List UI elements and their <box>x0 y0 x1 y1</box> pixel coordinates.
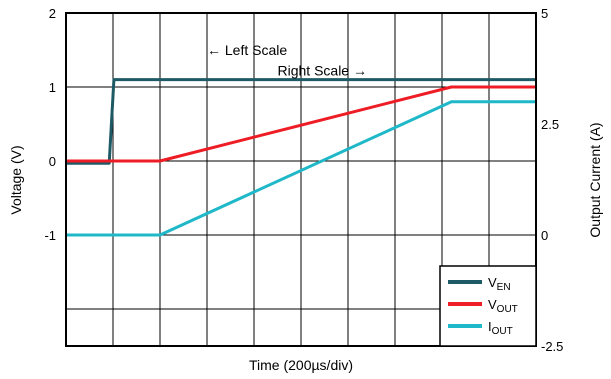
left-tick-label: 2 <box>49 6 56 21</box>
legend: VEN VOUT IOUT <box>439 265 537 347</box>
series-line-vout <box>66 85 536 163</box>
legend-label: IOUT <box>488 319 513 337</box>
right-tick-label: -2.5 <box>541 339 563 354</box>
left-tick-labels: 2 1 0 -1 <box>44 6 56 243</box>
annotation-text: ← Left Scale <box>207 42 287 58</box>
series-line-iout <box>66 100 536 237</box>
right-tick-label: 0 <box>541 228 548 243</box>
annotations: ← Left Scale Right Scale → <box>207 42 367 79</box>
left-tick-label: 1 <box>49 80 56 95</box>
left-tick-label: -1 <box>44 228 56 243</box>
series-line-ven <box>66 78 536 165</box>
annotation-text: Right Scale → <box>278 63 367 79</box>
right-tick-labels: 5 2.5 0 -2.5 <box>541 6 563 354</box>
right-tick-label: 5 <box>541 6 548 21</box>
series-layer <box>66 78 536 237</box>
plot-frame <box>65 12 537 347</box>
legend-label: VOUT <box>488 297 518 315</box>
x-axis-label: Time (200µs/div) <box>249 357 353 373</box>
left-axis-label: Voltage (V) <box>8 145 24 214</box>
right-axis-label: Output Current (A) <box>587 122 603 237</box>
legend-label: VEN <box>488 275 511 293</box>
right-tick-label: 2.5 <box>541 117 559 132</box>
left-tick-label: 0 <box>49 154 56 169</box>
